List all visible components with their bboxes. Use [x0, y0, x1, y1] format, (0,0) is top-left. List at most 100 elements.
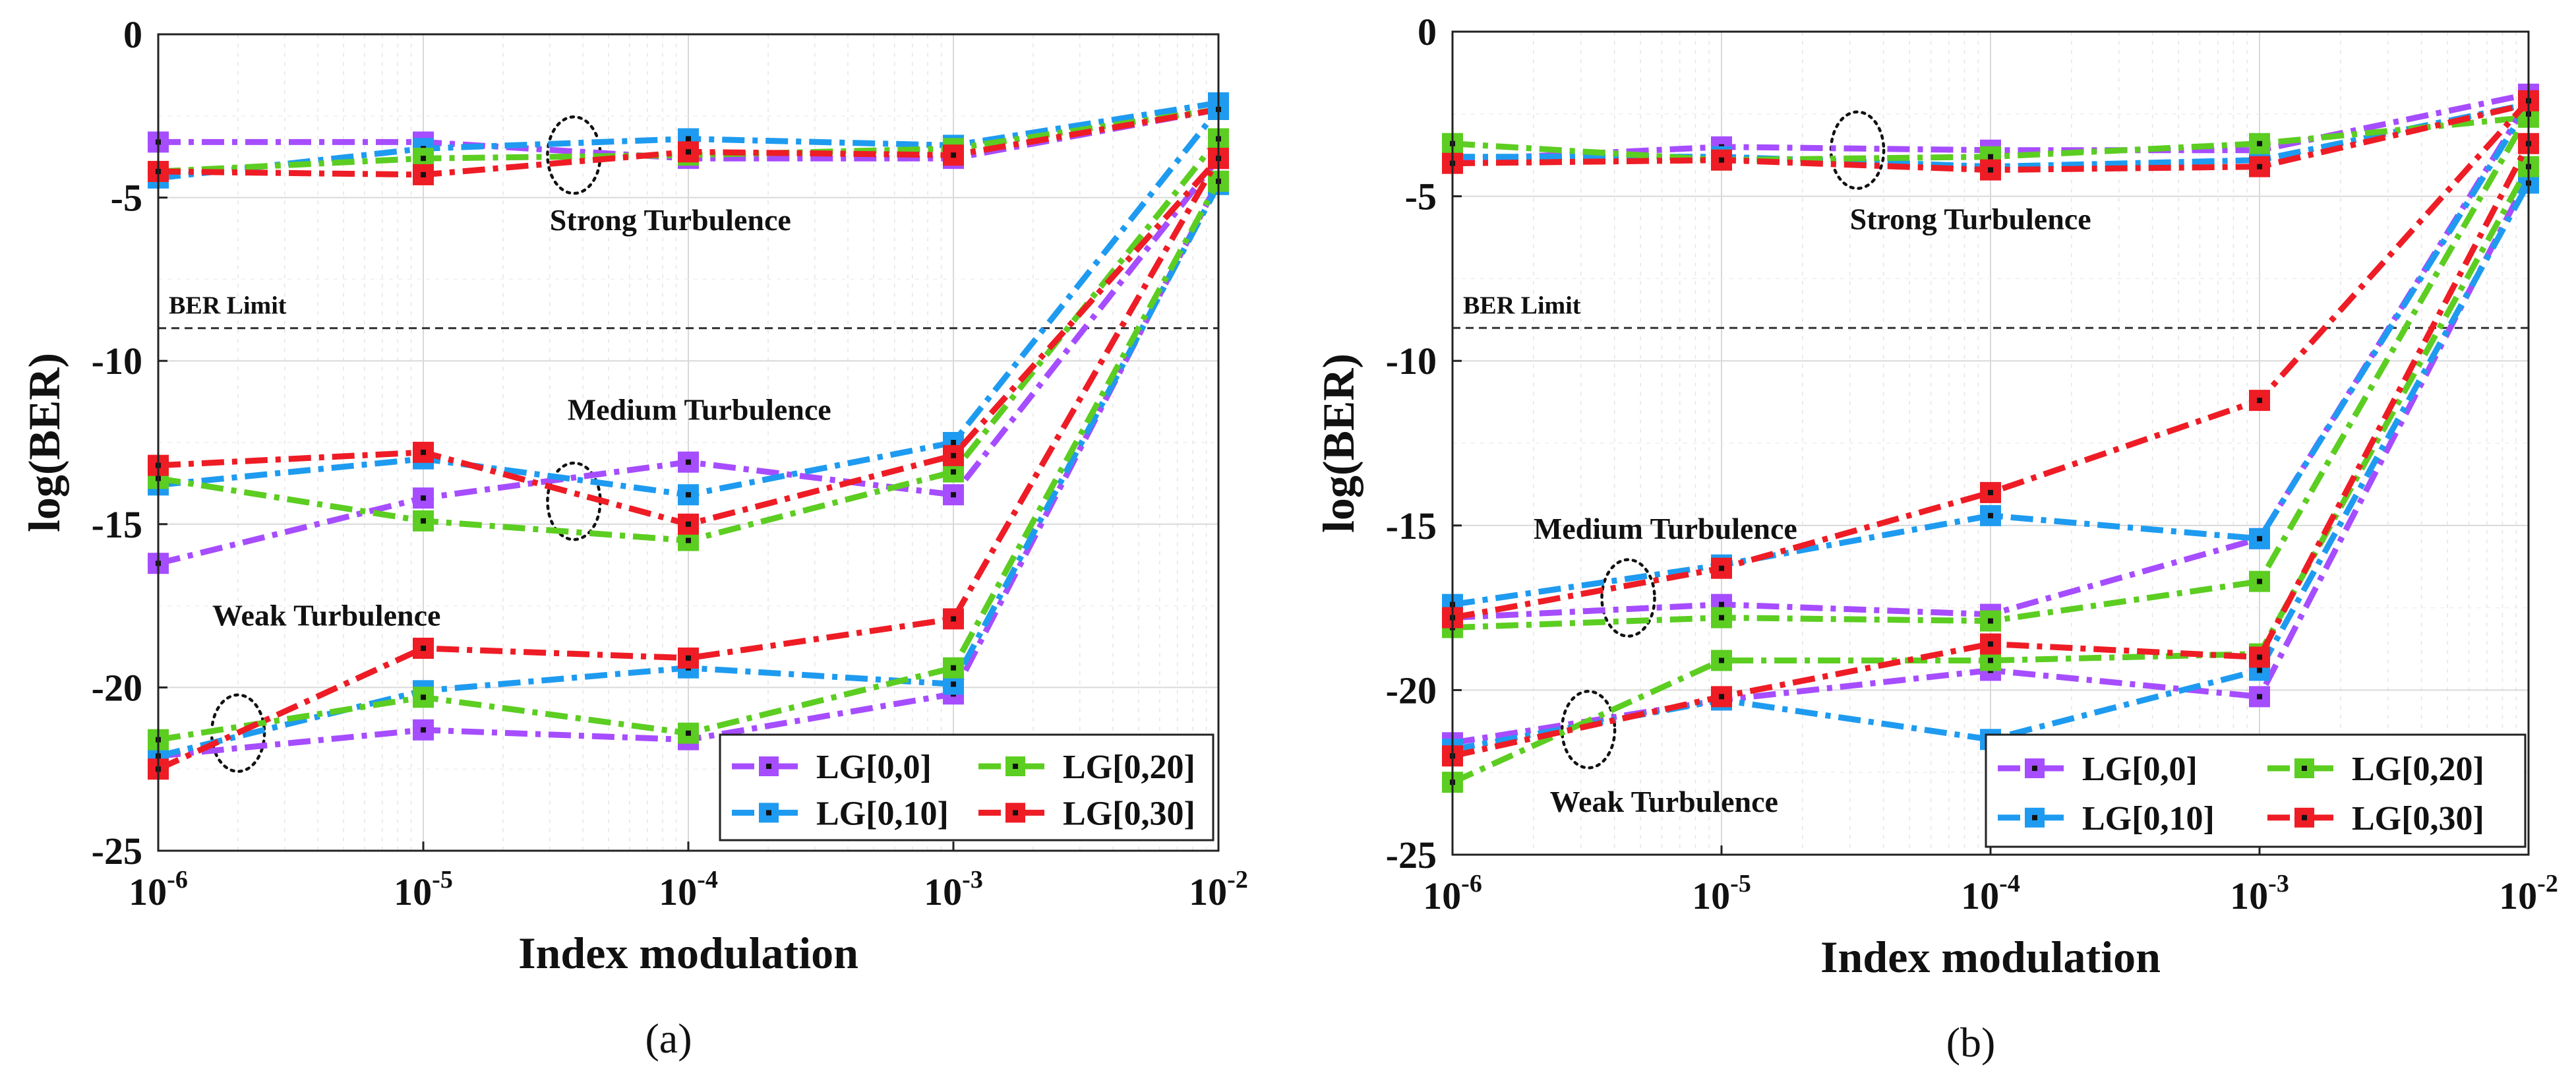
data-point-center [1988, 618, 1993, 624]
annotation-text: Weak Turbulence [212, 598, 440, 632]
legend-entry: LG[0,0] [732, 749, 932, 786]
series-lg020-weak [148, 170, 1229, 750]
series-lg030-medium [1442, 90, 2539, 628]
x-tick-label: 10-2 [1189, 866, 1248, 913]
data-point-center [1719, 601, 1724, 607]
legend-swatch-center [2302, 766, 2307, 771]
data-point-center [951, 469, 956, 475]
y-tick-label: -10 [1386, 340, 1437, 382]
legend-swatch-center [1013, 764, 1018, 769]
legend-swatch-center [2302, 814, 2307, 820]
legend-label: LG[0,10] [2082, 800, 2215, 838]
y-axis-title: log(BER) [1313, 353, 1363, 533]
data-point-center [2257, 654, 2262, 660]
legend-box [1985, 733, 2527, 848]
data-point [1980, 505, 2001, 526]
data-point-center [951, 492, 956, 498]
data-point-center [2257, 578, 2262, 584]
data-point-center [951, 440, 956, 445]
data-point-center [1719, 615, 1724, 621]
x-tick-label: 10-6 [129, 866, 188, 913]
data-point [678, 722, 699, 744]
data-point-center [951, 616, 956, 622]
x-tick-label: 10-5 [1692, 870, 1751, 917]
x-axis-title: Index modulation [1820, 932, 2161, 982]
data-point-center [951, 452, 956, 458]
legend-entry: LG[0,30] [978, 795, 1195, 832]
chart-panel-a: BER Limit Strong Turbulence Medium Turbule… [19, 13, 1248, 1062]
legend-label: LG[0,30] [2352, 800, 2484, 838]
data-point-center [421, 156, 426, 162]
legend-swatch-center [766, 764, 771, 769]
y-tick-label: -20 [1386, 669, 1437, 712]
data-point-center [1719, 157, 1724, 163]
y-tick-label: 0 [123, 13, 142, 56]
y-tick-label: -25 [1386, 834, 1437, 876]
x-tick-label: 10-2 [2499, 870, 2558, 917]
annotation-text: Strong Turbulence [550, 203, 791, 237]
legend-entry: LG[0,10] [1998, 800, 2215, 838]
annotation-ellipse [1600, 558, 1656, 638]
legend-label: LG[0,10] [816, 795, 949, 832]
legend-entry: LG[0,10] [732, 795, 949, 832]
data-point [1711, 557, 1732, 579]
x-tick-label: 10-3 [924, 866, 983, 913]
chart-panel-b: BER Limit Strong Turbulence Medium Turbule… [1313, 11, 2558, 1066]
data-point-center [686, 149, 691, 155]
data-point-center [421, 694, 426, 700]
data-point-center [1719, 658, 1724, 663]
legend-swatch-center [2032, 814, 2037, 820]
series-line [1452, 142, 2531, 759]
legend-entry: LG[0,20] [2267, 750, 2484, 788]
data-point-center [421, 495, 426, 501]
legend: LG[0,0] LG[0,20] LG[0,10] LG[0,30] [719, 733, 1214, 842]
y-tick-label: -25 [92, 830, 142, 872]
data-point-center [2257, 694, 2262, 700]
legend: LG[0,0] LG[0,20] LG[0,10] LG[0,30] [1985, 733, 2527, 848]
data-point-center [2257, 536, 2262, 541]
data-point-center [2257, 667, 2262, 673]
legend-entry: LG[0,0] [1998, 750, 2198, 788]
data-point-center [1988, 512, 1993, 518]
legend-label: LG[0,0] [816, 749, 932, 786]
x-tick-label: 10-4 [659, 866, 718, 913]
legend-swatch-center [1013, 810, 1018, 816]
x-axis-title: Index modulation [518, 928, 858, 978]
data-point-center [2257, 140, 2262, 146]
data-point [943, 484, 964, 506]
legend-entry: LG[0,20] [978, 749, 1195, 786]
y-tick-label: -20 [92, 666, 142, 709]
legend-swatch-center [2032, 766, 2037, 771]
annotation-text: Weak Turbulence [1550, 785, 1778, 818]
series-line [1452, 102, 2531, 608]
y-tick-label: -5 [1405, 175, 1437, 218]
legend-swatch-center [766, 810, 771, 816]
y-tick-label: 0 [1418, 11, 1437, 53]
data-point-center [686, 655, 691, 661]
y-tick-label: -10 [92, 340, 142, 382]
data-point-center [421, 518, 426, 524]
legend-box [719, 733, 1214, 842]
y-tick-label: -5 [111, 177, 142, 220]
panel-label: (a) [645, 1015, 692, 1062]
annotation-text: Medium Turbulence [568, 392, 831, 426]
y-tick-label: -15 [1386, 505, 1437, 547]
ber-limit-label: BER Limit [169, 292, 287, 320]
data-point-center [421, 449, 426, 455]
data-point-center [1719, 565, 1724, 571]
x-tick-label: 10-6 [1423, 870, 1482, 917]
data-point-center [1988, 658, 1993, 663]
data-point-center [1988, 489, 1993, 495]
data-point-center [686, 521, 691, 527]
data-point-center [686, 730, 691, 736]
y-axis-title: log(BER) [19, 353, 69, 532]
legend-label: LG[0,20] [1063, 749, 1195, 786]
legend-entry: LG[0,30] [2267, 800, 2484, 838]
data-point-center [951, 152, 956, 158]
data-point-center [1988, 167, 1993, 173]
data-point-center [1988, 154, 1993, 160]
data-point-center [421, 645, 426, 651]
data-point-center [1988, 641, 1993, 647]
legend-label: LG[0,20] [2352, 750, 2484, 788]
